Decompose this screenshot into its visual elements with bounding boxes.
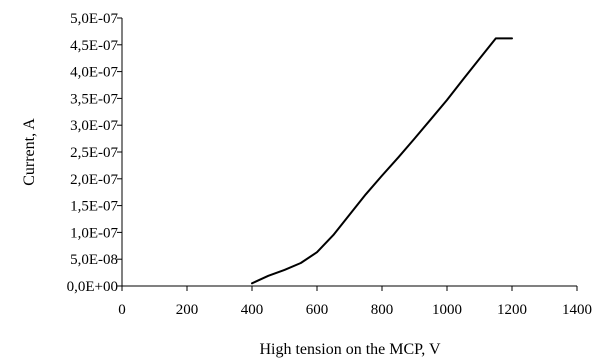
- data-point: [365, 193, 367, 195]
- x-tick-label: 200: [176, 302, 199, 318]
- data-point: [267, 275, 269, 277]
- x-tick-label: 1400: [562, 302, 592, 318]
- data-point: [332, 234, 334, 236]
- y-tick-label: 2,0E-07: [70, 172, 118, 188]
- data-point: [462, 78, 464, 80]
- y-tick-label: 3,0E-07: [70, 118, 118, 134]
- x-tick-label: 400: [241, 302, 264, 318]
- data-point: [251, 282, 253, 284]
- y-tick-label: 4,0E-07: [70, 65, 118, 81]
- y-tick-label: 5,0E-07: [70, 11, 118, 27]
- data-point: [349, 214, 351, 216]
- series-line: [251, 37, 513, 285]
- x-tick-label: 0: [118, 302, 126, 318]
- y-tick-label: 0,0E+00: [67, 279, 118, 295]
- y-tick-label: 5,0E-08: [70, 252, 118, 268]
- data-point: [300, 262, 302, 264]
- x-tick-label: 600: [306, 302, 329, 318]
- y-tick-label: 2,5E-07: [70, 145, 118, 161]
- x-axis-title: High tension on the MCP, V: [259, 341, 441, 358]
- data-point: [479, 58, 481, 60]
- x-tick-label: 1200: [497, 302, 527, 318]
- data-point: [511, 37, 513, 39]
- x-tick-label: 800: [371, 302, 394, 318]
- y-tick-label: 3,5E-07: [70, 91, 118, 107]
- data-point: [414, 138, 416, 140]
- data-point: [495, 37, 497, 39]
- y-axis-title: Current, A: [21, 118, 38, 186]
- plot-area: 0,0E+00 5,0E-08 1,0E-07 1,5E-07 2,0E-07 2,5E-…: [67, 11, 592, 318]
- x-tick-label: 1000: [432, 302, 462, 318]
- data-point: [430, 118, 432, 120]
- data-point: [397, 156, 399, 158]
- y-tick-label: 1,5E-07: [70, 199, 118, 215]
- y-tick-label: 1,0E-07: [70, 225, 118, 241]
- y-tick-label: 4,5E-07: [70, 38, 118, 54]
- data-point: [381, 175, 383, 177]
- data-point: [316, 251, 318, 253]
- data-point: [284, 269, 286, 271]
- data-point: [446, 99, 448, 101]
